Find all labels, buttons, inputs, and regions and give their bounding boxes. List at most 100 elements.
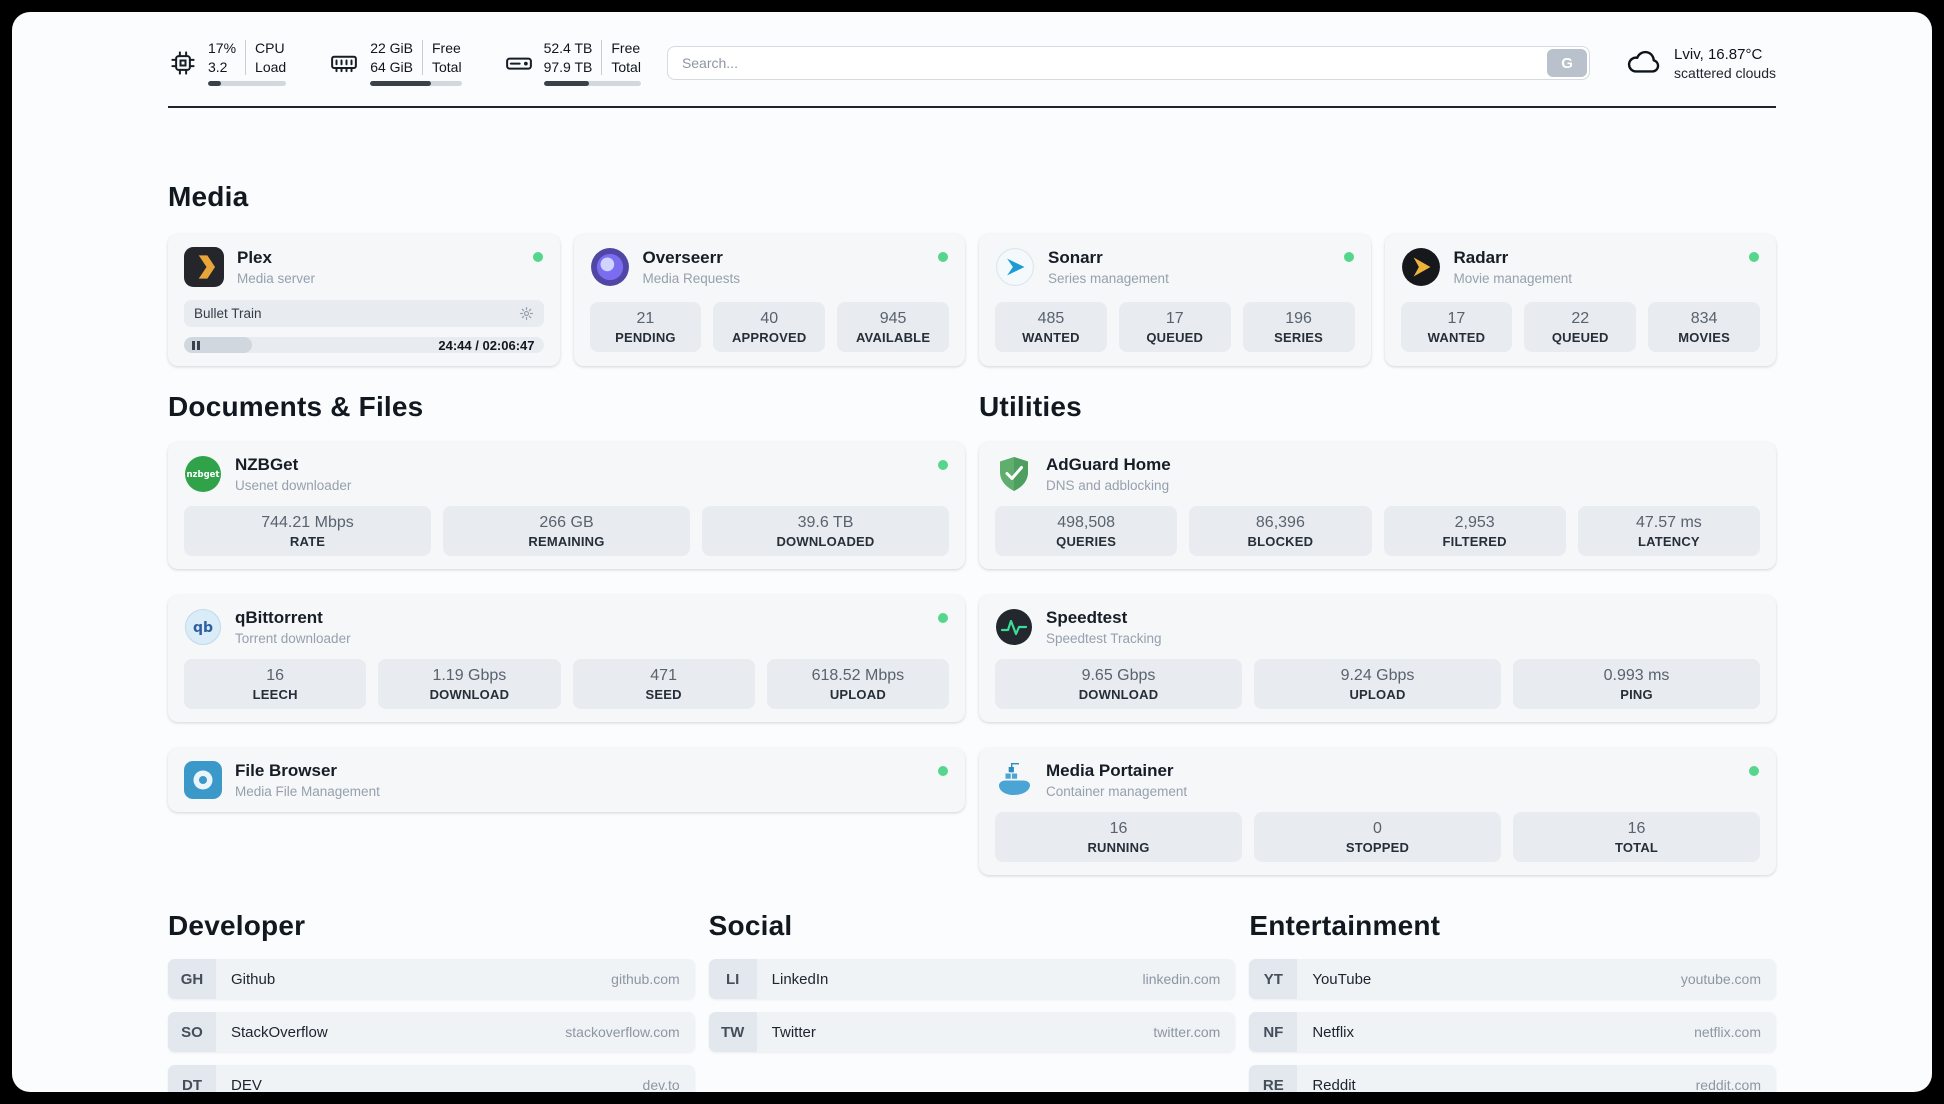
bookmark-linkedin[interactable]: LI LinkedIn linkedin.com — [708, 959, 1236, 1000]
cpu-widget: 17% 3.2 CPU Load — [168, 40, 287, 87]
header-divider — [168, 106, 1776, 109]
stat-label: WANTED — [1022, 330, 1080, 346]
search-bar: G — [666, 46, 1591, 81]
bookmark-name: DEV — [231, 1076, 262, 1092]
stat-label: UPLOAD — [1349, 687, 1406, 703]
bookmark-abbr: DT — [168, 1065, 216, 1092]
app-card-portainer[interactable]: Media Portainer Container management 16 … — [979, 748, 1776, 876]
bookmark-twitter[interactable]: TW Twitter twitter.com — [708, 1012, 1236, 1053]
stat-queued: 17 QUEUED — [1118, 302, 1231, 353]
weather-location: Lviv, 16.87°C — [1674, 45, 1763, 63]
section-media: Media Plex Media server — [168, 180, 1776, 367]
disk-free-value: 52.4 TB — [543, 40, 593, 56]
seek-bar[interactable]: 24:44 / 02:06:47 — [184, 337, 544, 354]
section-title-social: Social — [708, 910, 793, 942]
bookmark-abbr: SO — [168, 1012, 216, 1053]
bookmark-name: StackOverflow — [231, 1023, 328, 1041]
stat-ping: 0.993 ms PING — [1513, 659, 1760, 710]
filebrowser-icon — [184, 761, 222, 800]
nzbget-icon: nzbget — [184, 455, 222, 493]
bookmark-group-entertainment: Entertainment YT YouTube youtube.com NF … — [1249, 909, 1776, 1092]
app-name: Radarr — [1453, 248, 1509, 268]
app-meta: File Browser Media File Management — [235, 761, 380, 799]
app-meta: AdGuard Home DNS and adblocking — [1046, 455, 1171, 493]
bookmark-netflix[interactable]: NF Netflix netflix.com — [1249, 1012, 1776, 1053]
app-subtitle: Torrent downloader — [235, 631, 351, 647]
app-name: Speedtest — [1046, 608, 1128, 628]
app-subtitle: Usenet downloader — [235, 478, 352, 494]
app-card-qbittorrent[interactable]: qb qBittorrent Torrent downloader 16 LEE… — [168, 595, 965, 723]
cpu-load-label: Load — [255, 59, 287, 76]
bookmark-dev[interactable]: DT DEV dev.to — [168, 1065, 695, 1092]
ram-free-label: Free — [432, 40, 461, 56]
bookmark-name: LinkedIn — [771, 970, 829, 988]
disk-widget: 52.4 TB 97.9 TB Free Total — [504, 40, 641, 87]
disk-free-label: Free — [611, 40, 641, 56]
app-card-speedtest[interactable]: Speedtest Speedtest Tracking 9.65 Gbps D… — [979, 595, 1776, 723]
bookmark-domain: netflix.com — [1694, 1024, 1761, 1041]
app-meta: NZBGet Usenet downloader — [235, 455, 351, 493]
app-card-filebrowser[interactable]: File Browser Media File Management — [168, 748, 965, 813]
gear-icon[interactable] — [519, 306, 534, 321]
stat-label: APPROVED — [731, 330, 807, 346]
documents-stack: nzbget NZBGet Usenet downloader 744.21 M… — [168, 442, 965, 813]
card-head: Media Portainer Container management — [995, 761, 1760, 799]
status-online-dot — [938, 460, 948, 471]
search-engine-button[interactable]: G — [1547, 49, 1588, 78]
stat-remaining: 266 GB REMAINING — [443, 506, 690, 557]
stat-download: 1.19 Gbps DOWNLOAD — [378, 659, 561, 710]
stat-label: LEECH — [252, 687, 298, 703]
stat-value: 40 — [760, 310, 779, 328]
app-meta: Radarr Movie management — [1454, 248, 1573, 286]
memory-readout: 22 GiB 64 GiB Free Total — [370, 40, 462, 87]
app-card-plex[interactable]: Plex Media server Bullet Train — [168, 234, 560, 367]
stat-stopped: 0 STOPPED — [1254, 812, 1501, 863]
bookmark-abbr: RE — [1249, 1065, 1298, 1092]
cpu-label: CPU — [255, 40, 285, 56]
bookmark-youtube[interactable]: YT YouTube youtube.com — [1249, 959, 1776, 1000]
adguard-icon — [995, 455, 1033, 493]
section-title-entertainment: Entertainment — [1249, 910, 1441, 942]
app-name: AdGuard Home — [1046, 455, 1171, 475]
app-subtitle: DNS and adblocking — [1046, 478, 1170, 494]
stat-value: 47.57 ms — [1635, 514, 1702, 532]
plex-icon — [184, 247, 224, 288]
status-online-dot — [1343, 252, 1354, 263]
search-input[interactable] — [666, 46, 1591, 81]
ram-progress-fill — [370, 81, 431, 87]
section-middle: Documents & Files nzbget NZBGet Usenet d… — [168, 390, 1776, 876]
app-name: NZBGet — [235, 455, 299, 475]
weather-widget[interactable]: Lviv, 16.87°C scattered clouds — [1624, 45, 1776, 82]
stat-label: STOPPED — [1345, 840, 1410, 856]
stat-label: SERIES — [1274, 330, 1324, 346]
bookmark-name: Twitter — [771, 1023, 816, 1041]
stat-value: 9.24 Gbps — [1340, 667, 1415, 685]
app-subtitle: Series management — [1048, 271, 1169, 287]
stat-movies: 834 MOVIES — [1648, 302, 1760, 353]
app-card-radarr[interactable]: Radarr Movie management 17 WANTED 22 QUE… — [1384, 234, 1776, 367]
app-card-overseerr[interactable]: Overseerr Media Requests 21 PENDING 40 A… — [573, 234, 965, 367]
stat-label: WANTED — [1427, 330, 1486, 346]
bookmark-stackoverflow[interactable]: SO StackOverflow stackoverflow.com — [168, 1012, 695, 1053]
pause-icon[interactable] — [192, 340, 200, 350]
bookmark-domain: reddit.com — [1695, 1077, 1761, 1092]
cpu-progress-bar — [208, 81, 287, 87]
card-head: Speedtest Speedtest Tracking — [995, 608, 1760, 646]
app-card-nzbget[interactable]: nzbget NZBGet Usenet downloader 744.21 M… — [168, 442, 965, 570]
app-meta: Sonarr Series management — [1048, 248, 1169, 286]
stat-label: DOWNLOAD — [429, 687, 510, 703]
bookmark-github[interactable]: GH Github github.com — [168, 959, 695, 1000]
stat-blocked: 86,396 BLOCKED — [1189, 506, 1372, 557]
app-card-adguard[interactable]: AdGuard Home DNS and adblocking 498,508 … — [979, 442, 1776, 570]
stat-label: TOTAL — [1614, 840, 1659, 856]
bookmark-reddit[interactable]: RE Reddit reddit.com — [1249, 1065, 1776, 1092]
stat-label: BLOCKED — [1247, 534, 1314, 550]
stat-value: 16 — [266, 667, 285, 685]
section-title-developer: Developer — [168, 910, 306, 942]
bookmark-domain: youtube.com — [1680, 971, 1761, 988]
cpu-percent: 17% — [208, 40, 237, 56]
dashboard-page: 17% 3.2 CPU Load — [12, 12, 1932, 1092]
card-head: AdGuard Home DNS and adblocking — [995, 455, 1760, 493]
app-card-sonarr[interactable]: Sonarr Series management 485 WANTED 17 Q… — [979, 234, 1371, 367]
stat-running: 16 RUNNING — [995, 812, 1242, 863]
